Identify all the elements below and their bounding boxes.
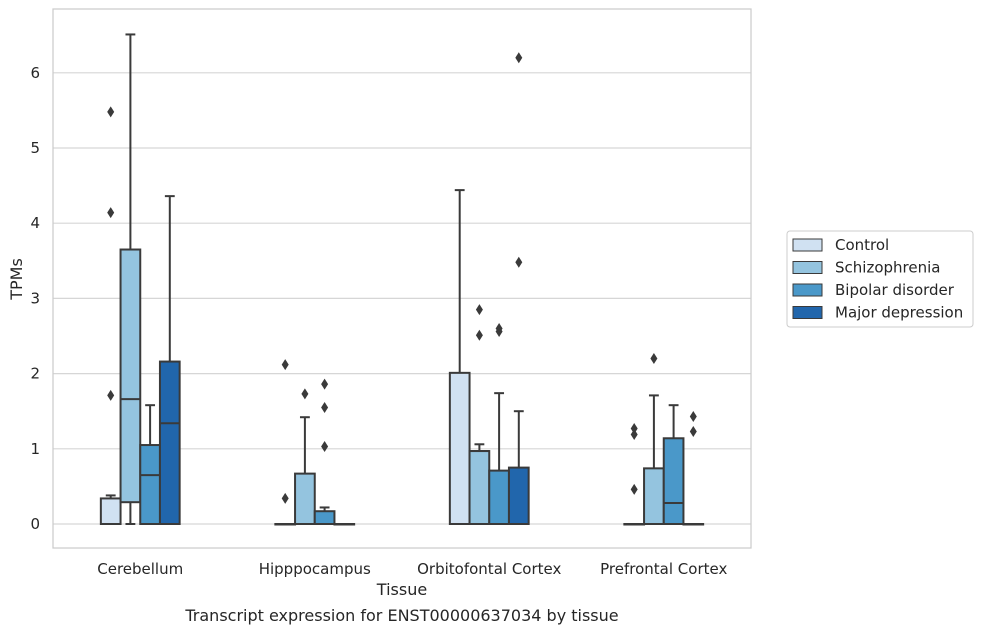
outlier-point <box>630 429 638 441</box>
box-2-3 <box>662 404 685 525</box>
box-iqr <box>448 371 471 525</box>
outlier-point <box>321 441 329 453</box>
outlier-point <box>475 304 483 316</box>
legend: Control Schizophrenia Bipolar disorder Majo… <box>786 230 974 328</box>
outlier-point <box>515 52 523 64</box>
box-1-2 <box>468 304 491 525</box>
box-2-2 <box>488 322 510 525</box>
outlier-point <box>281 359 289 371</box>
box-iqr <box>99 497 122 526</box>
y-tick-label: 2 <box>30 365 40 383</box>
y-tick-label: 5 <box>30 139 40 157</box>
x-tick-label: Prefrontal Cortex <box>600 560 727 578</box>
outlier-point <box>689 410 697 422</box>
box-3-0 <box>158 195 181 525</box>
x-axis-title: Tissue <box>376 580 427 599</box>
legend-swatch <box>792 238 823 252</box>
outlier-point <box>107 106 115 118</box>
outlier-point <box>650 353 658 365</box>
outlier-point <box>475 329 483 341</box>
outlier-point <box>689 426 697 438</box>
legend-label: Bipolar disorder <box>835 281 955 299</box>
y-axis-title: TPMs <box>7 258 26 301</box>
box-3-2 <box>507 52 530 526</box>
box-plot-marks <box>99 33 705 526</box>
outlier-point <box>107 207 115 219</box>
y-tick-labels: 0 1 2 3 4 5 6 <box>30 64 40 533</box>
box-iqr <box>139 444 161 526</box>
box-0-0 <box>99 106 122 526</box>
box-iqr <box>507 466 530 526</box>
box-iqr <box>119 248 142 504</box>
box-iqr <box>313 510 336 526</box>
box-2-1 <box>313 378 336 526</box>
y-tick-label: 3 <box>30 289 40 307</box>
box-3-1 <box>333 523 356 526</box>
y-tick-label: 4 <box>30 214 40 232</box>
box-iqr <box>158 360 181 525</box>
legend-swatch <box>792 261 823 274</box>
legend-swatch <box>792 283 823 297</box>
legend-label: Schizophrenia <box>835 259 940 277</box>
outlier-point <box>301 388 309 400</box>
outlier-point <box>515 256 523 268</box>
legend-label: Control <box>835 236 889 254</box>
box-iqr <box>488 469 510 525</box>
outlier-point <box>630 422 638 434</box>
x-tick-label: Orbitofontal Cortex <box>417 560 561 578</box>
outlier-point <box>107 389 115 401</box>
box-3-3 <box>682 410 705 526</box>
x-tick-labels: Cerebellum Hipppocampus Orbitofontal Corte… <box>97 560 727 578</box>
legend-frame <box>786 230 974 328</box>
y-tick-label: 6 <box>30 64 40 82</box>
x-tick-label: Cerebellum <box>97 560 183 578</box>
legend-label: Major depression <box>835 304 963 322</box>
y-tick-label: 1 <box>30 440 40 458</box>
outlier-point <box>495 322 503 334</box>
box-iqr <box>294 472 316 525</box>
box-0-2 <box>448 189 471 525</box>
box-iqr <box>662 437 685 525</box>
box-1-1 <box>294 388 316 525</box>
box-0-3 <box>623 422 646 526</box>
chart-caption: Transcript expression for ENST0000063703… <box>184 606 618 625</box>
legend-swatch <box>792 306 823 319</box>
box-2-0 <box>139 404 161 526</box>
outlier-point <box>281 492 289 504</box>
box-iqr <box>468 450 491 525</box>
plot-area-frame <box>52 8 752 549</box>
outlier-point <box>321 401 329 413</box>
outlier-point <box>321 378 329 390</box>
box-1-0 <box>119 33 142 525</box>
outlier-point <box>630 483 638 495</box>
box-1-3 <box>643 353 665 525</box>
x-tick-label: Hipppocampus <box>259 560 371 578</box>
y-tick-label: 0 <box>30 515 40 533</box>
box-iqr <box>643 467 665 525</box>
box-0-1 <box>274 359 297 526</box>
